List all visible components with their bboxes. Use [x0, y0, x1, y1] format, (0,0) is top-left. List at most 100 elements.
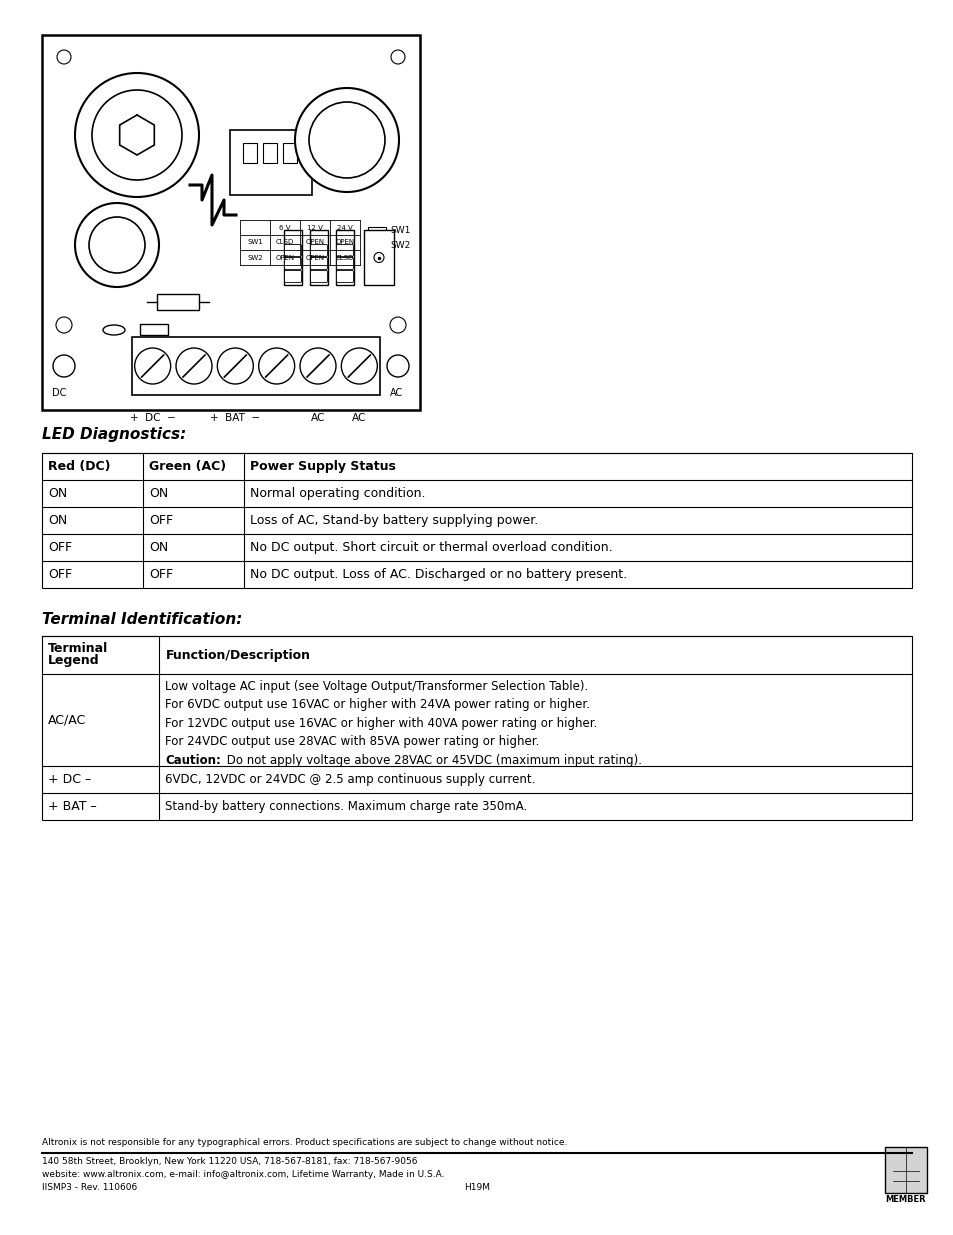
Text: Terminal Identification:: Terminal Identification:	[42, 613, 242, 627]
Text: MEMBER: MEMBER	[884, 1195, 925, 1204]
Text: Green (AC): Green (AC)	[149, 459, 226, 473]
Text: OFF: OFF	[48, 541, 72, 555]
Text: 140 58th Street, Brooklyn, New York 11220 USA, 718-567-8181, fax: 718-567-9056: 140 58th Street, Brooklyn, New York 1122…	[42, 1157, 417, 1166]
Bar	[132, 337, 379, 395]
Bar	[884, 1147, 926, 1193]
Bar	[42, 453, 911, 588]
Text: +  BAT  −: + BAT −	[210, 412, 260, 424]
FancyBboxPatch shape	[336, 270, 354, 283]
Text: OPEN: OPEN	[275, 254, 294, 261]
Text: For 12VDC output use 16VAC or higher with 40VA power rating or higher.: For 12VDC output use 16VAC or higher wit…	[165, 716, 598, 730]
Text: SW2: SW2	[247, 254, 262, 261]
Text: Do not apply voltage above 28VAC or 45VDC (maximum input rating).: Do not apply voltage above 28VAC or 45VD…	[223, 753, 641, 767]
Text: 12 V: 12 V	[307, 225, 323, 231]
Text: OFF: OFF	[48, 568, 72, 580]
Text: For 6VDC output use 16VAC or higher with 24VA power rating or higher.: For 6VDC output use 16VAC or higher with…	[165, 699, 590, 711]
Text: No DC output. Loss of AC. Discharged or no battery present.: No DC output. Loss of AC. Discharged or …	[250, 568, 626, 580]
Text: Stand-by battery connections. Maximum charge rate 350mA.: Stand-by battery connections. Maximum ch…	[165, 800, 527, 813]
Bar	[364, 230, 394, 285]
Circle shape	[294, 88, 398, 191]
Bar	[42, 636, 911, 820]
Text: SW1: SW1	[247, 240, 263, 246]
Text: Power Supply Status: Power Supply Status	[250, 459, 395, 473]
Text: OPEN: OPEN	[305, 254, 324, 261]
Text: Legend: Legend	[48, 655, 99, 667]
Circle shape	[391, 49, 405, 64]
Circle shape	[258, 348, 294, 384]
Text: Altronix is not responsible for any typographical errors. Product specifications: Altronix is not responsible for any typo…	[42, 1137, 567, 1147]
FancyBboxPatch shape	[310, 270, 327, 283]
Text: AC/AC: AC/AC	[48, 714, 86, 726]
Text: + DC –: + DC –	[48, 773, 91, 785]
Text: CLSD: CLSD	[335, 254, 354, 261]
Text: Loss of AC, Stand-by battery supplying power.: Loss of AC, Stand-by battery supplying p…	[250, 514, 537, 527]
Text: SW1: SW1	[390, 226, 410, 235]
Text: Normal operating condition.: Normal operating condition.	[250, 487, 425, 500]
Bar	[157, 294, 199, 310]
Bar	[42, 35, 419, 410]
Text: AC: AC	[390, 388, 403, 398]
Text: For 24VDC output use 28VAC with 85VA power rating or higher.: For 24VDC output use 28VAC with 85VA pow…	[165, 735, 539, 748]
Text: 24 V: 24 V	[336, 225, 353, 231]
FancyBboxPatch shape	[336, 258, 354, 269]
Text: ON: ON	[149, 541, 168, 555]
Circle shape	[175, 348, 212, 384]
Circle shape	[390, 317, 406, 333]
FancyBboxPatch shape	[310, 245, 327, 257]
FancyBboxPatch shape	[310, 258, 327, 269]
Circle shape	[134, 348, 171, 384]
Circle shape	[57, 49, 71, 64]
Text: DC: DC	[52, 388, 67, 398]
Bar	[283, 143, 296, 163]
Circle shape	[217, 348, 253, 384]
Text: OFF: OFF	[149, 568, 172, 580]
Text: OFF: OFF	[149, 514, 172, 527]
Bar	[140, 324, 168, 335]
Text: Caution:: Caution:	[165, 753, 221, 767]
Bar	[368, 226, 386, 235]
FancyBboxPatch shape	[336, 245, 354, 257]
Bar	[310, 230, 328, 285]
Text: H19M: H19M	[463, 1183, 490, 1192]
FancyBboxPatch shape	[284, 270, 301, 283]
Text: AC: AC	[352, 412, 366, 424]
Text: website: www.altronix.com, e-mail: info@altronix.com, Lifetime Warranty, Made in: website: www.altronix.com, e-mail: info@…	[42, 1170, 444, 1179]
Bar	[284, 230, 302, 285]
Text: Terminal: Terminal	[48, 642, 108, 655]
Bar	[243, 143, 256, 163]
Circle shape	[309, 103, 385, 178]
FancyBboxPatch shape	[284, 258, 301, 269]
Text: 6VDC, 12VDC or 24VDC @ 2.5 amp continuous supply current.: 6VDC, 12VDC or 24VDC @ 2.5 amp continuou…	[165, 773, 536, 785]
Bar	[230, 130, 312, 195]
Text: Function/Description: Function/Description	[165, 648, 310, 662]
Text: SW2: SW2	[390, 241, 410, 249]
FancyBboxPatch shape	[284, 245, 301, 257]
Bar	[335, 230, 354, 285]
Bar	[263, 143, 276, 163]
Circle shape	[341, 348, 377, 384]
Text: + BAT –: + BAT –	[48, 800, 96, 813]
Circle shape	[89, 217, 145, 273]
Text: CLSD: CLSD	[275, 240, 294, 246]
Text: LED Diagnostics:: LED Diagnostics:	[42, 427, 186, 442]
Text: Red (DC): Red (DC)	[48, 459, 111, 473]
Text: IISMP3 - Rev. 110606: IISMP3 - Rev. 110606	[42, 1183, 137, 1192]
Text: +  DC  −: + DC −	[130, 412, 175, 424]
Text: ON: ON	[48, 514, 67, 527]
Circle shape	[91, 90, 182, 180]
Text: ON: ON	[149, 487, 168, 500]
Text: ON: ON	[48, 487, 67, 500]
Circle shape	[387, 354, 409, 377]
Circle shape	[53, 354, 75, 377]
Circle shape	[299, 348, 335, 384]
Text: OPEN: OPEN	[305, 240, 324, 246]
Circle shape	[56, 317, 71, 333]
Text: 6 V: 6 V	[279, 225, 291, 231]
Ellipse shape	[103, 325, 125, 335]
Text: No DC output. Short circuit or thermal overload condition.: No DC output. Short circuit or thermal o…	[250, 541, 612, 555]
Text: AC: AC	[311, 412, 325, 424]
Text: OPEN: OPEN	[335, 240, 355, 246]
Circle shape	[374, 252, 384, 263]
Circle shape	[75, 203, 159, 287]
Bar	[368, 242, 386, 249]
